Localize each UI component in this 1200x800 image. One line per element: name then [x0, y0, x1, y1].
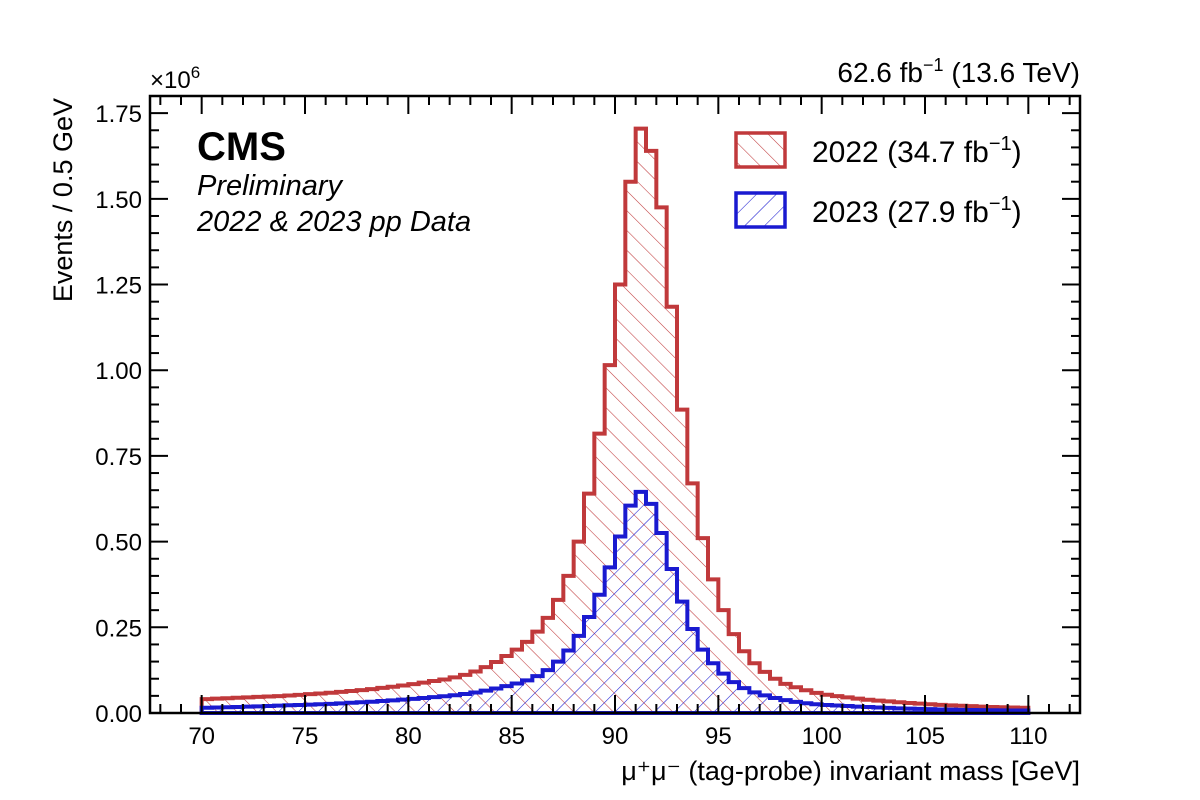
y-tick-label: 0.25 [95, 615, 142, 642]
legend-label-2023: 2023 (27.9 fb−1) [812, 193, 1022, 229]
x-tick-label: 90 [602, 723, 629, 750]
x-tick-label: 105 [905, 723, 945, 750]
x-tick-label: 100 [802, 723, 842, 750]
dataset-label: 2022 & 2023 pp Data [196, 206, 471, 238]
y-axis-title: Events / 0.5 GeV [48, 98, 78, 302]
x-tick-label: 110 [1009, 723, 1047, 750]
x-tick-label: 95 [705, 723, 732, 750]
y-multiplier: ×106 [150, 63, 200, 94]
y-tick-label: 1.50 [95, 187, 142, 214]
legend-swatch-2023 [734, 191, 787, 229]
histogram-series-2022 [199, 126, 1031, 715]
preliminary-label: Preliminary [197, 170, 344, 202]
x-axis-title: μ⁺μ⁻ (tag-probe) invariant mass [GeV] [621, 756, 1080, 786]
lumi-label: 62.6 fb−1 (13.6 TeV) [837, 55, 1080, 88]
y-tick-label: 1.00 [95, 358, 142, 385]
cms-label: CMS [197, 125, 286, 169]
x-tick-label: 70 [188, 723, 215, 750]
y-tick-label: 1.25 [95, 273, 142, 300]
x-tick-label: 75 [292, 723, 319, 750]
x-tick-label: 80 [395, 723, 422, 750]
histogram-series-2023 [199, 489, 1031, 715]
legend: 2022 (34.7 fb−1) 2023 (27.9 fb−1) [734, 131, 1022, 229]
x-tick-label: 85 [498, 723, 525, 750]
tick-layer: 70 75 80 85 90 95 100 105 110 0.00 0.25 0.50 0.75 1.0… [95, 95, 1080, 750]
legend-swatch-2022 [734, 131, 787, 169]
y-tick-label: 1.75 [95, 101, 142, 128]
y-tick-label: 0.75 [95, 444, 142, 471]
y-tick-label: 0.50 [95, 530, 142, 557]
y-tick-label: 0.00 [95, 701, 142, 728]
histogram-layer [199, 126, 1031, 715]
legend-label-2022: 2022 (34.7 fb−1) [812, 133, 1022, 169]
